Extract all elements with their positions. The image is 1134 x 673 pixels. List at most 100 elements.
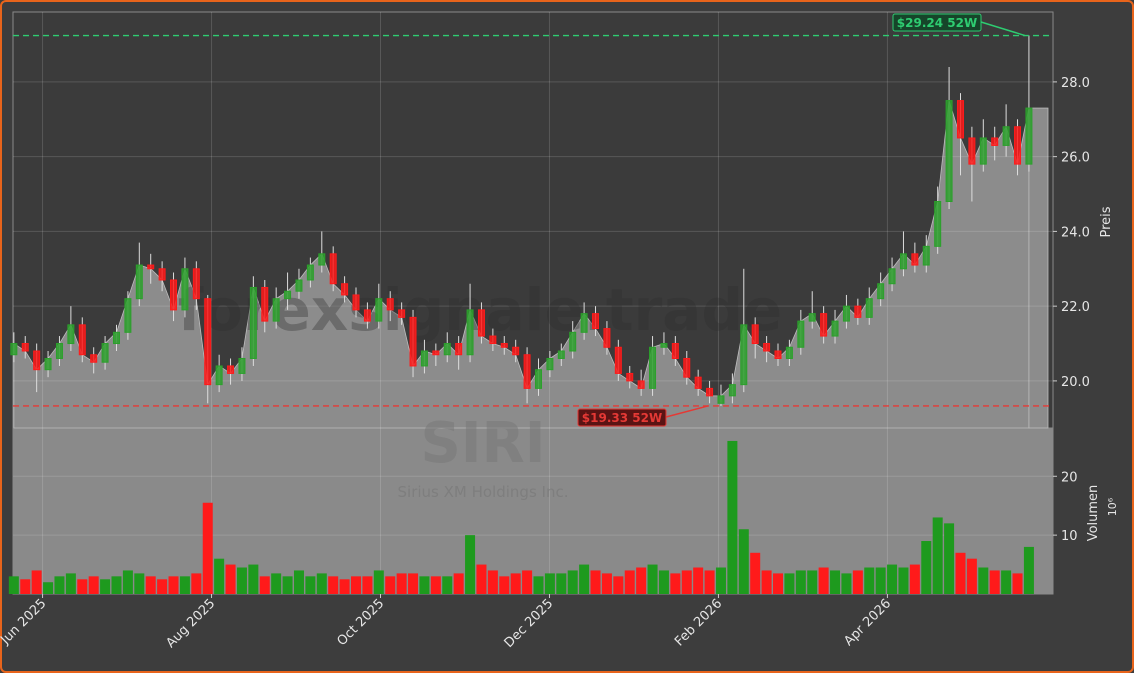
candle-body xyxy=(922,245,930,266)
candle-body xyxy=(215,365,223,386)
volume-bar xyxy=(168,576,179,594)
volume-bar xyxy=(795,570,806,594)
candle-body xyxy=(21,343,29,352)
volume-bar xyxy=(636,567,647,594)
volume-panel xyxy=(12,427,1054,595)
candle-body xyxy=(751,324,759,345)
volume-bar xyxy=(88,576,99,594)
volume-bar xyxy=(77,579,88,594)
candle-body xyxy=(78,324,86,356)
volume-bar xyxy=(487,570,498,594)
volume-bar xyxy=(259,576,270,594)
volume-bar xyxy=(898,567,909,594)
candle-body xyxy=(135,264,143,300)
candle-body xyxy=(557,350,565,359)
volume-bar xyxy=(704,570,715,594)
y2-unit: 10⁶ xyxy=(1106,497,1119,516)
candle-body xyxy=(44,357,52,371)
volume-bar xyxy=(750,552,761,594)
candle-body xyxy=(649,346,657,389)
volume-bar xyxy=(966,558,977,594)
candle-body xyxy=(899,253,907,270)
symbol-watermark: SIRI xyxy=(420,411,545,476)
candle-body xyxy=(569,331,577,352)
candle-body xyxy=(227,365,235,374)
candle-body xyxy=(683,357,691,378)
y-axis-label: Preis xyxy=(1099,206,1114,237)
x-tick-label: Apr 2026 xyxy=(841,596,894,649)
candle-body xyxy=(512,346,520,356)
candle-body xyxy=(329,253,337,285)
volume-bar xyxy=(944,523,955,594)
volume-bar xyxy=(544,573,555,594)
volume-bar xyxy=(385,576,396,594)
volume-bar xyxy=(830,570,841,594)
volume-bar xyxy=(122,570,133,594)
volume-bar xyxy=(408,573,419,594)
candle-body xyxy=(306,264,314,281)
candle-body xyxy=(295,279,303,292)
volume-bar xyxy=(499,576,510,594)
volume-bar xyxy=(932,517,943,594)
candle-body xyxy=(261,286,269,322)
candle-body xyxy=(1014,126,1022,165)
volume-bar xyxy=(328,576,339,594)
volume-bar xyxy=(624,570,635,594)
volume-bar xyxy=(134,573,145,594)
volume-bar xyxy=(282,576,293,594)
x-tick-label: Feb 2026 xyxy=(672,596,725,649)
x-tick-label: Jun 2025 xyxy=(0,596,49,648)
candle-body xyxy=(375,298,383,322)
volume-bar xyxy=(476,564,487,594)
annotation-arrow xyxy=(665,405,709,418)
volume-bar xyxy=(955,552,966,594)
candle-body xyxy=(945,100,953,202)
company-watermark: Sirius XM Holdings Inc. xyxy=(398,483,569,501)
candle-body xyxy=(398,309,406,318)
volume-bar xyxy=(807,570,818,594)
y-tick-label: 24.0 xyxy=(1061,225,1090,240)
candle-body xyxy=(238,357,246,374)
volume-bar xyxy=(31,570,42,594)
candle-body xyxy=(363,309,371,322)
annotation-box xyxy=(892,13,982,32)
volume-bar xyxy=(430,576,441,594)
candle-body xyxy=(934,200,942,247)
candle-body xyxy=(124,298,132,333)
volume-bar xyxy=(864,567,875,594)
volume-bar xyxy=(214,558,225,594)
candle-body xyxy=(101,343,109,363)
volume-bar xyxy=(670,573,681,594)
candle-body xyxy=(820,313,828,337)
candle-body xyxy=(706,387,714,397)
volume-bar xyxy=(1023,546,1034,594)
candle-body xyxy=(432,350,440,356)
candle-body xyxy=(341,283,349,296)
volume-bar xyxy=(316,573,327,594)
x-tick-label: Dec 2025 xyxy=(502,596,557,651)
candle-body xyxy=(523,354,531,389)
volume-bar xyxy=(145,576,156,594)
volume-bar xyxy=(373,570,384,594)
volume-bar xyxy=(339,579,350,594)
candle-body xyxy=(660,343,668,348)
candle-body xyxy=(694,376,702,389)
candle-body xyxy=(637,380,645,389)
candle-body xyxy=(170,279,178,311)
candle-body xyxy=(740,324,748,386)
candle-body xyxy=(409,316,417,367)
candle-body xyxy=(466,309,474,356)
volume-bar xyxy=(567,570,578,594)
candle-body xyxy=(968,137,976,165)
volume-bar xyxy=(465,535,476,594)
candle-body xyxy=(204,298,212,386)
volume-bar xyxy=(111,576,122,594)
annotation-arrow xyxy=(980,21,1026,37)
volume-bar xyxy=(613,576,624,594)
volume-bar xyxy=(727,440,738,594)
candle-body xyxy=(785,346,793,359)
candle-body xyxy=(808,313,816,322)
candle-body xyxy=(249,286,257,359)
y2-axis-label: Volumen xyxy=(1086,485,1101,542)
volume-bar xyxy=(658,570,669,594)
